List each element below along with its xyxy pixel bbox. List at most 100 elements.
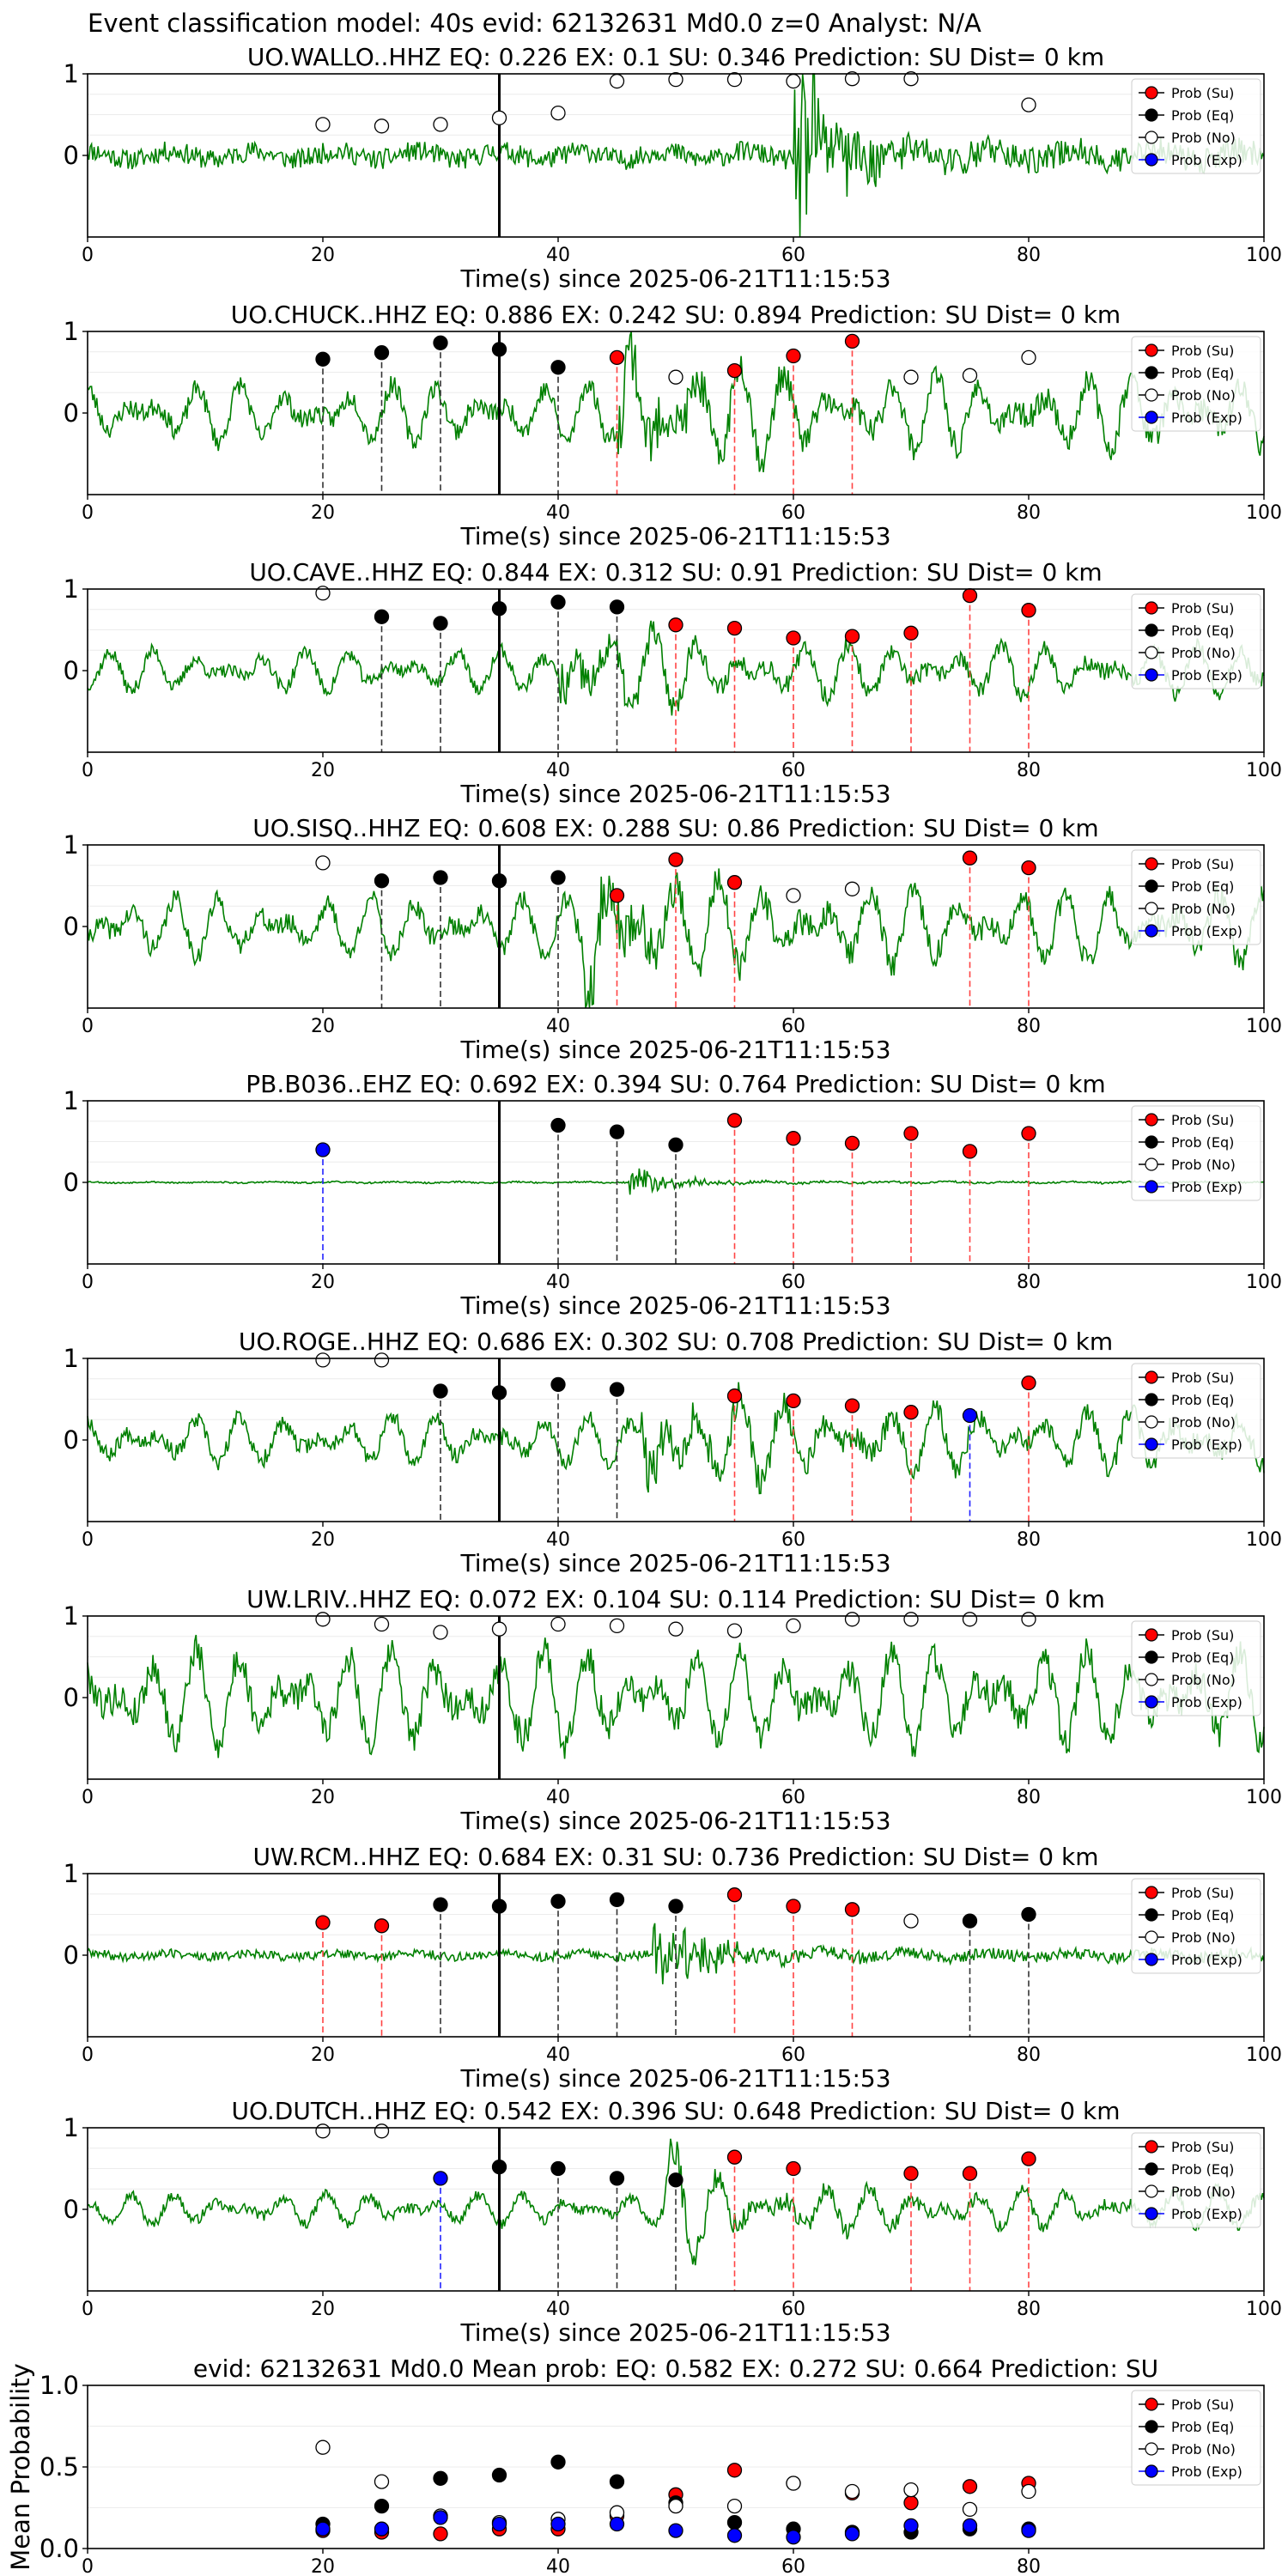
- probability-point: [726, 1388, 743, 1404]
- y-tick-label: 0.5: [39, 2452, 79, 2482]
- legend-marker: [1145, 388, 1158, 402]
- x-tick-label: 0: [82, 760, 94, 781]
- y-tick-label: 0: [64, 1425, 79, 1455]
- x-axis-label: Time(s) since 2025-06-21T11:15:53: [459, 2318, 890, 2347]
- mean-probability-point: [315, 2439, 331, 2455]
- legend-label: Prob (Su): [1171, 1370, 1234, 1386]
- legend-marker: [1145, 86, 1158, 100]
- probability-point: [491, 873, 507, 889]
- probability-point: [550, 870, 566, 885]
- probability-point: [550, 1616, 566, 1632]
- probability-point: [433, 1383, 448, 1399]
- legend-marker: [1145, 857, 1158, 871]
- mean-probability-panel: evid: 62132631 Md0.0 Mean prob: EQ: 0.58…: [6, 2354, 1265, 2576]
- x-tick-label: 40: [546, 1787, 570, 1808]
- x-tick-label: 60: [781, 1016, 805, 1037]
- legend-marker: [1145, 343, 1158, 357]
- x-tick-label: 20: [311, 2299, 335, 2320]
- y-tick-label: 1: [64, 1086, 79, 1115]
- probability-point: [1021, 1126, 1036, 1141]
- legend-marker: [1145, 108, 1158, 122]
- probability-point: [491, 110, 507, 125]
- probability-point: [903, 1405, 919, 1420]
- probability-point: [844, 1398, 860, 1413]
- axes-frame: [87, 1358, 1265, 1522]
- x-axis-label: Time(s) since 2025-06-21T11:15:53: [459, 2064, 890, 2093]
- panel-title: UW.LRIV..HHZ EQ: 0.072 EX: 0.104 SU: 0.1…: [246, 1585, 1105, 1613]
- probability-point: [786, 630, 801, 646]
- probability-point: [668, 1137, 683, 1152]
- x-tick-label: 0: [82, 2299, 94, 2320]
- x-tick-label: 0: [82, 1787, 94, 1808]
- x-tick-label: 60: [781, 1787, 805, 1808]
- x-tick-label: 20: [311, 1272, 335, 1293]
- mean-probability-point: [903, 2495, 919, 2511]
- legend-marker: [1145, 2420, 1158, 2433]
- x-tick-label: 0: [82, 1272, 94, 1293]
- x-tick-label: 20: [311, 1529, 335, 1551]
- probability-point: [962, 1612, 978, 1627]
- probability-point: [786, 1899, 801, 1914]
- mean-probability-point: [433, 2470, 448, 2486]
- legend-marker: [1145, 623, 1158, 637]
- legend-label: Prob (Su): [1171, 856, 1234, 872]
- mean-probability-point: [433, 2526, 448, 2542]
- waveform-trace: [87, 331, 1265, 472]
- probability-point: [374, 1918, 390, 1934]
- probability-point: [844, 1902, 860, 1917]
- mean-probability-point: [1021, 2523, 1036, 2538]
- mean-probability-point: [433, 2510, 448, 2525]
- legend-marker: [1145, 2464, 1158, 2478]
- probability-point: [726, 875, 743, 890]
- probability-point: [491, 1621, 507, 1637]
- legend-label: Prob (Exp): [1171, 923, 1242, 939]
- probability-point: [962, 1913, 978, 1929]
- probability-point: [903, 369, 919, 385]
- probability-point: [491, 601, 507, 617]
- legend-label: Prob (Exp): [1171, 1179, 1242, 1195]
- x-tick-label: 100: [1246, 1272, 1282, 1293]
- x-axis-label: Time(s) since 2025-06-21T11:15:53: [459, 264, 890, 293]
- legend-label: Prob (Exp): [1171, 667, 1242, 683]
- legend-label: Prob (Su): [1171, 2139, 1234, 2155]
- legend-label: Prob (No): [1171, 387, 1236, 404]
- x-axis-label: Time(s) since 2025-06-21T11:15:53: [459, 522, 890, 550]
- probability-point: [726, 1623, 743, 1638]
- legend-marker: [1145, 1393, 1158, 1406]
- legend-box: [1131, 1620, 1261, 1716]
- panel-title: UO.CHUCK..HHZ EQ: 0.886 EX: 0.242 SU: 0.…: [231, 301, 1121, 329]
- legend-label: Prob (Su): [1171, 85, 1234, 101]
- probability-point: [962, 368, 978, 383]
- probability-point: [550, 105, 566, 121]
- probability-point: [1021, 97, 1036, 112]
- panel-title: UO.CAVE..HHZ EQ: 0.844 EX: 0.312 SU: 0.9…: [249, 558, 1102, 586]
- legend-marker: [1145, 1628, 1158, 1642]
- x-tick-label: 0: [82, 245, 94, 266]
- x-tick-label: 100: [1246, 1787, 1282, 1808]
- legend-marker: [1145, 1157, 1158, 1171]
- x-tick-label: 20: [311, 502, 335, 524]
- legend-box: [1131, 1105, 1261, 1201]
- probability-point: [315, 586, 331, 601]
- probability-point: [668, 852, 683, 867]
- legend-marker: [1145, 1650, 1158, 1664]
- x-tick-label: 40: [546, 2299, 570, 2320]
- y-tick-label: 1: [64, 317, 79, 346]
- legend-marker: [1145, 1135, 1158, 1149]
- probability-point: [844, 881, 860, 896]
- mean-probability-point: [726, 2498, 743, 2514]
- probability-point: [844, 333, 860, 349]
- probability-point: [433, 1897, 448, 1912]
- mean-probability-point: [903, 2482, 919, 2498]
- y-axis-label: Mean Probability: [6, 2363, 35, 2571]
- y-tick-label: 1: [64, 830, 79, 860]
- mean-probability-point: [609, 2516, 625, 2532]
- x-tick-label: 20: [311, 2044, 335, 2066]
- probability-point: [374, 1616, 390, 1632]
- probability-point: [609, 1124, 625, 1139]
- legend-box: [1131, 593, 1261, 690]
- probability-point: [668, 617, 683, 633]
- legend-marker: [1145, 2184, 1158, 2198]
- y-tick-label: 0: [64, 656, 79, 685]
- station-panel: UW.RCM..HHZ EQ: 0.684 EX: 0.31 SU: 0.736…: [64, 1843, 1282, 2093]
